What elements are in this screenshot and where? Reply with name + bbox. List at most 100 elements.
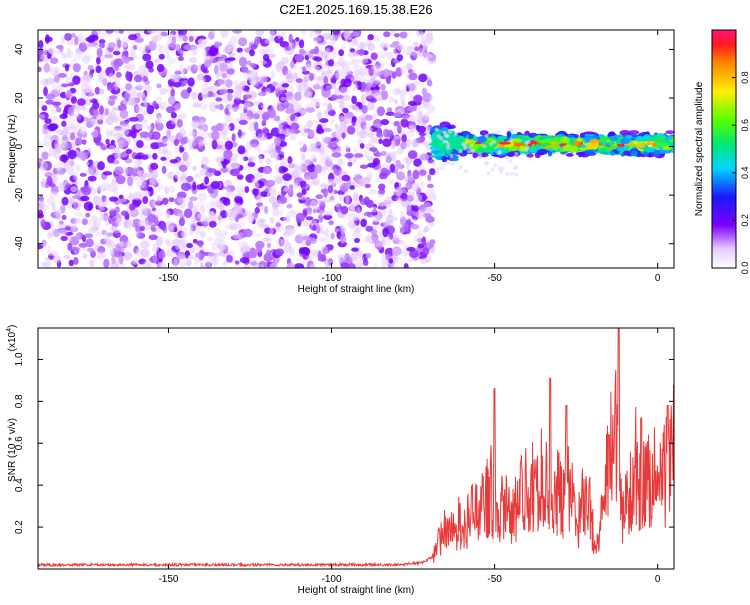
heatmap-cell bbox=[91, 129, 99, 138]
heatmap-cell bbox=[619, 129, 631, 136]
heatmap-cell bbox=[118, 241, 125, 247]
heatmap-cell bbox=[81, 139, 87, 145]
heatmap-cell bbox=[280, 56, 290, 65]
heatmap-cell bbox=[359, 164, 369, 169]
heatmap-cell bbox=[125, 70, 131, 81]
heatmap-cell bbox=[234, 125, 242, 130]
top-x-tick-label: -100 bbox=[322, 273, 342, 284]
heatmap-cell bbox=[302, 144, 307, 153]
heatmap-cell bbox=[328, 155, 333, 163]
heatmap-cell bbox=[155, 96, 162, 101]
heatmap-cell bbox=[225, 208, 233, 218]
heatmap-cell bbox=[484, 140, 491, 145]
heatmap-cell bbox=[422, 247, 430, 256]
bottom-y-tick-label: 0.6 bbox=[14, 436, 25, 450]
heatmap-cell bbox=[148, 234, 159, 241]
heatmap-cell bbox=[380, 90, 389, 100]
heatmap-cell bbox=[168, 197, 175, 203]
heatmap-cell bbox=[401, 114, 411, 120]
heatmap-cell bbox=[383, 199, 392, 205]
heatmap-cell bbox=[237, 129, 242, 138]
heatmap-cell bbox=[376, 106, 386, 117]
heatmap-cell bbox=[213, 187, 219, 197]
heatmap-cell bbox=[620, 137, 631, 145]
heatmap-cell bbox=[221, 122, 228, 128]
heatmap-cell bbox=[569, 138, 575, 146]
heatmap-cell bbox=[40, 219, 47, 228]
heatmap-cell bbox=[159, 88, 169, 94]
heatmap-cell bbox=[293, 104, 303, 112]
heatmap-cell bbox=[142, 110, 148, 116]
heatmap-cell bbox=[211, 139, 218, 150]
top-y-axis-label: Frequency (Hz) bbox=[7, 115, 18, 184]
heatmap-cell bbox=[76, 231, 81, 241]
heatmap-cell bbox=[418, 180, 426, 190]
heatmap-cell bbox=[46, 196, 56, 206]
heatmap-cell bbox=[338, 49, 345, 57]
heatmap-cell bbox=[188, 130, 195, 137]
heatmap-cell bbox=[344, 30, 351, 35]
heatmap-cell bbox=[96, 47, 103, 58]
heatmap-cell bbox=[104, 221, 111, 227]
heatmap-cell bbox=[380, 260, 389, 268]
heatmap-cell bbox=[111, 177, 117, 185]
heatmap-cell bbox=[130, 130, 137, 139]
heatmap-cell bbox=[146, 186, 152, 192]
heatmap-cell bbox=[403, 263, 409, 268]
heatmap-cell bbox=[400, 141, 407, 150]
colorbar-tick-label: 0.2 bbox=[740, 214, 750, 227]
heatmap-cell bbox=[217, 79, 228, 86]
heatmap-cell bbox=[80, 105, 87, 111]
snr-plot-area bbox=[38, 328, 674, 568]
top-y-tick-label: 20 bbox=[14, 92, 25, 104]
heatmap-cell bbox=[334, 201, 340, 208]
heatmap-cell bbox=[274, 137, 281, 147]
heatmap-cell bbox=[199, 102, 208, 111]
heatmap-cell bbox=[463, 169, 468, 174]
heatmap-cell bbox=[164, 239, 171, 246]
heatmap-cell bbox=[47, 123, 57, 132]
heatmap-cell bbox=[204, 176, 210, 185]
colorbar-tick-label: 0.0 bbox=[740, 262, 750, 275]
heatmap-cell bbox=[313, 37, 322, 42]
heatmap-cell bbox=[266, 249, 271, 258]
heatmap-cell bbox=[242, 166, 253, 171]
heatmap-cell bbox=[38, 141, 43, 151]
bottom-y-tick-label: 1.0 bbox=[14, 352, 25, 366]
heatmap-cell bbox=[400, 118, 409, 128]
heatmap-cell bbox=[186, 138, 192, 143]
heatmap-cell bbox=[393, 135, 401, 140]
heatmap-cell bbox=[342, 114, 353, 124]
heatmap-cell bbox=[377, 189, 385, 197]
heatmap-cell bbox=[395, 159, 401, 167]
heatmap-cell bbox=[267, 143, 277, 149]
heatmap-cell bbox=[356, 120, 361, 130]
heatmap-cell bbox=[177, 213, 185, 218]
heatmap-cell bbox=[98, 70, 107, 80]
heatmap-cell bbox=[391, 246, 402, 256]
heatmap-cell bbox=[237, 145, 246, 155]
heatmap-cell bbox=[165, 43, 170, 54]
heatmap-cell bbox=[61, 196, 69, 206]
heatmap-cell bbox=[253, 167, 259, 172]
heatmap-cell bbox=[229, 250, 235, 256]
heatmap-cell bbox=[165, 210, 171, 221]
heatmap-cell bbox=[198, 139, 208, 147]
heatmap-cell bbox=[327, 195, 336, 204]
heatmap-cell bbox=[239, 257, 250, 264]
heatmap-cell bbox=[135, 125, 141, 131]
heatmap-cell bbox=[301, 203, 308, 210]
heatmap-cell bbox=[214, 237, 222, 245]
heatmap-cell bbox=[51, 174, 59, 185]
heatmap-cell bbox=[315, 194, 324, 200]
heatmap-cell bbox=[424, 33, 434, 44]
heatmap-cell bbox=[61, 154, 68, 163]
heatmap-cell bbox=[220, 155, 225, 163]
heatmap-cell bbox=[270, 70, 276, 79]
heatmap-cell bbox=[192, 181, 197, 191]
heatmap-cell bbox=[426, 239, 431, 249]
heatmap-cell bbox=[208, 210, 215, 216]
heatmap-cell bbox=[123, 166, 129, 177]
heatmap-cell bbox=[413, 158, 422, 167]
heatmap-cell bbox=[262, 149, 271, 154]
